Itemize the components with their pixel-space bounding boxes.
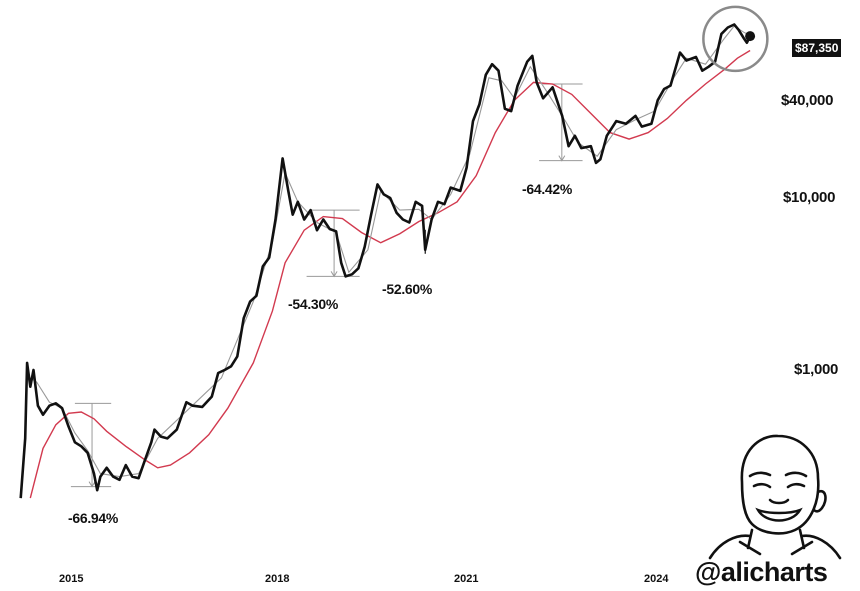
head-outline-icon (740, 434, 820, 535)
x-tick-2015: 2015 (59, 573, 84, 585)
x-tick-2018: 2018 (265, 573, 290, 585)
current-price-tag: $87,350 (792, 39, 842, 57)
y-tick-10000: $10,000 (783, 189, 836, 206)
short-moving-average-line (29, 25, 751, 478)
drawdown-label-2022: -64.42% (522, 181, 573, 197)
current-price-dot (745, 31, 756, 42)
price-line (19, 23, 752, 499)
drawdown-label-2014: -66.94% (68, 510, 119, 526)
x-tick-2021: 2021 (454, 573, 479, 585)
x-tick-2024: 2024 (644, 573, 669, 585)
drawdown-label-2018: -54.30% (288, 296, 339, 312)
y-tick-1000: $1,000 (794, 361, 839, 378)
y-tick-40000: $40,000 (781, 92, 834, 109)
avatar-illustration (708, 434, 842, 560)
drawdown-brackets (70, 83, 583, 488)
brand-handle: @alicharts (695, 557, 828, 587)
highlight-circle (702, 5, 769, 73)
drawdown-label-2020: -52.60% (382, 281, 433, 297)
long-moving-average-line (29, 49, 751, 499)
